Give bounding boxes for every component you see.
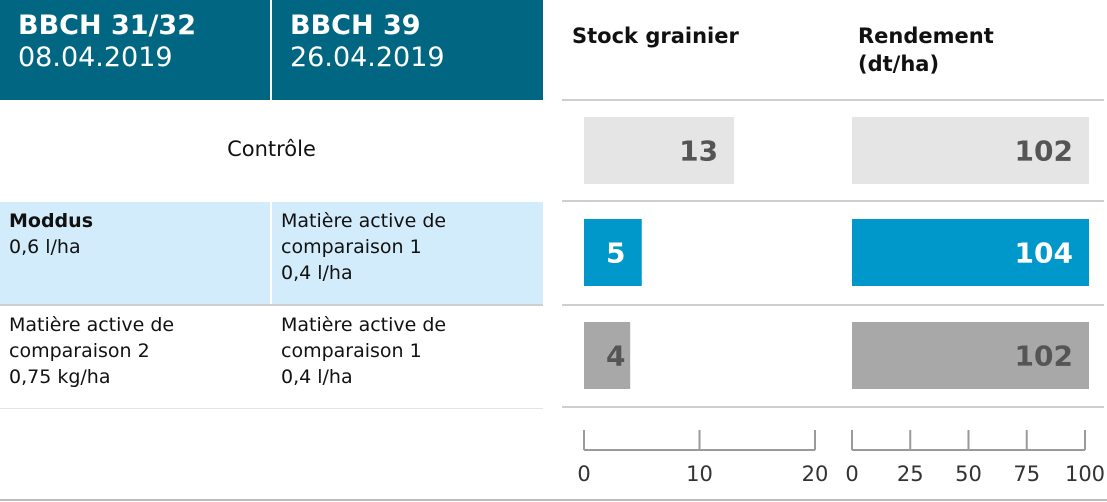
x-tick-label: 25 [897, 462, 924, 486]
product-name-line1: Matière active de [9, 314, 175, 336]
bar-value-label: 102 [1015, 340, 1073, 373]
bar [584, 219, 642, 286]
stock-column-title: Stock grainier [572, 24, 739, 48]
comparison-second-treatment: Matière active de comparaison 1 0,4 l/ha [272, 306, 543, 408]
product-rate: 0,6 l/ha [9, 236, 81, 258]
stage-date: 26.04.2019 [290, 42, 445, 73]
moddus-row: Moddus 0,6 l/ha Matière active de compar… [0, 202, 543, 304]
product-name-line2: comparaison 1 [281, 340, 422, 362]
bar [852, 219, 1089, 286]
x-tick-label: 10 [686, 462, 713, 486]
x-tick-label: 0 [577, 462, 590, 486]
bar [584, 322, 631, 389]
control-label: Contrôle [227, 137, 316, 161]
yield-title-line1: Rendement [858, 24, 994, 48]
row-divider [0, 408, 543, 409]
bar [852, 322, 1089, 389]
product-name: Moddus [9, 210, 93, 232]
product-name-line1: Matière active de [281, 314, 447, 336]
comparison-row: Matière active de comparaison 2 0,75 kg/… [0, 306, 543, 408]
product-rate: 0,75 kg/ha [9, 366, 111, 388]
x-tick-label: 0 [845, 462, 858, 486]
cell-separator [270, 202, 272, 304]
row-divider [0, 304, 543, 306]
bar-value-label: 102 [1015, 135, 1073, 168]
product-name-line1: Matière active de [281, 210, 447, 232]
product-rate: 0,4 l/ha [281, 366, 353, 388]
stage-label: BBCH 39 [290, 10, 421, 41]
bar-value-label: 4 [606, 340, 625, 373]
header-stage-2: BBCH 39 26.04.2019 [272, 0, 543, 100]
product-name-line2: comparaison 2 [9, 340, 150, 362]
bottom-rule [0, 499, 1107, 501]
x-tick-label: 50 [955, 462, 982, 486]
bar-value-label: 104 [1015, 237, 1073, 270]
yield-column-title: Rendement (dt/ha) [858, 22, 994, 78]
moddus-first-treatment: Moddus 0,6 l/ha [0, 202, 270, 304]
x-tick-label: 20 [802, 462, 829, 486]
x-tick-label: 100 [1065, 462, 1105, 486]
bar-value-label: 5 [606, 237, 625, 270]
stage-label: BBCH 31/32 [18, 10, 196, 41]
control-row: Contrôle [0, 100, 543, 202]
product-name-line2: comparaison 1 [281, 236, 422, 258]
x-tick-label: 75 [1013, 462, 1040, 486]
bar-value-label: 13 [679, 135, 718, 168]
product-rate: 0,4 l/ha [281, 262, 353, 284]
stage-date: 08.04.2019 [18, 42, 173, 73]
header-stage-1: BBCH 31/32 08.04.2019 [0, 0, 270, 100]
comparison-first-treatment: Matière active de comparaison 2 0,75 kg/… [0, 306, 270, 408]
bar [852, 117, 1089, 184]
yield-title-line2: (dt/ha) [858, 52, 940, 76]
moddus-second-treatment: Matière active de comparaison 1 0,4 l/ha [272, 202, 543, 304]
bar [584, 117, 735, 184]
